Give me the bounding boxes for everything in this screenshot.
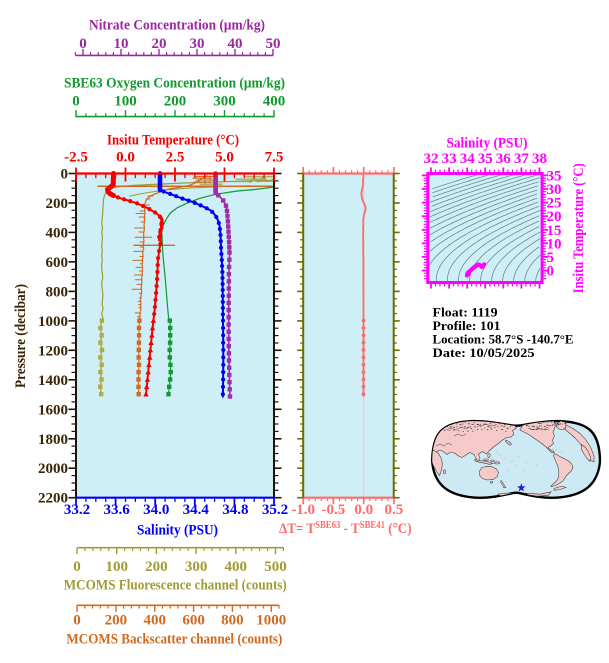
svg-text:35: 35 xyxy=(547,168,562,184)
svg-text:30: 30 xyxy=(190,36,205,52)
svg-text:0: 0 xyxy=(61,167,69,183)
svg-text:0: 0 xyxy=(547,264,555,280)
svg-text:35: 35 xyxy=(478,151,493,167)
svg-text:50: 50 xyxy=(266,36,281,52)
svg-text:40: 40 xyxy=(228,36,243,52)
svg-text:600: 600 xyxy=(46,255,69,271)
svg-text:1400: 1400 xyxy=(38,373,68,389)
svg-text:34.4: 34.4 xyxy=(183,502,210,518)
svg-text:0.0: 0.0 xyxy=(116,150,135,166)
svg-text:ΔT= TSBE63 - TSBE41 (°C): ΔT= TSBE63 - TSBE41 (°C) xyxy=(279,520,412,537)
svg-text:Date: 10/05/2025: Date: 10/05/2025 xyxy=(433,345,536,360)
svg-text:300: 300 xyxy=(185,559,208,575)
svg-text:5: 5 xyxy=(547,250,555,266)
svg-text:Float: 1119: Float: 1119 xyxy=(433,304,499,319)
svg-text:1200: 1200 xyxy=(38,343,68,359)
svg-text:0: 0 xyxy=(79,36,87,52)
svg-text:33.2: 33.2 xyxy=(64,502,90,518)
svg-text:300: 300 xyxy=(213,94,236,110)
svg-text:2.5: 2.5 xyxy=(166,150,185,166)
svg-text:200: 200 xyxy=(164,94,187,110)
svg-text:100: 100 xyxy=(105,559,128,575)
svg-text:25: 25 xyxy=(547,196,562,212)
svg-text:Profile: 101: Profile: 101 xyxy=(433,318,501,333)
svg-text:200: 200 xyxy=(46,196,69,212)
svg-text:0.5: 0.5 xyxy=(385,502,404,518)
svg-text:Insitu Temperature (°C): Insitu Temperature (°C) xyxy=(107,133,239,149)
svg-text:36: 36 xyxy=(496,151,512,167)
svg-text:Insitu Temperature (°C): Insitu Temperature (°C) xyxy=(571,163,587,293)
svg-text:SBE63 Oxygen Concentration (μm: SBE63 Oxygen Concentration (μm/kg) xyxy=(64,76,285,92)
svg-text:Salinity (PSU): Salinity (PSU) xyxy=(137,523,218,539)
svg-text:34: 34 xyxy=(460,151,476,167)
svg-text:1600: 1600 xyxy=(38,402,68,418)
svg-text:MCOMS Backscatter channel (cou: MCOMS Backscatter channel (counts) xyxy=(66,632,282,648)
svg-text:10: 10 xyxy=(114,36,129,52)
svg-text:30: 30 xyxy=(547,182,562,198)
svg-text:32: 32 xyxy=(424,151,439,167)
svg-text:33: 33 xyxy=(442,151,457,167)
svg-text:2200: 2200 xyxy=(38,491,68,507)
svg-text:Nitrate Concentration (μm/kg): Nitrate Concentration (μm/kg) xyxy=(89,18,265,34)
svg-text:2000: 2000 xyxy=(38,461,68,477)
svg-text:400: 400 xyxy=(263,94,286,110)
svg-text:7.5: 7.5 xyxy=(265,150,284,166)
svg-text:1000: 1000 xyxy=(38,314,68,330)
svg-text:37: 37 xyxy=(514,151,530,167)
svg-text:400: 400 xyxy=(225,559,248,575)
svg-text:10: 10 xyxy=(547,236,562,252)
svg-text:33.6: 33.6 xyxy=(103,502,130,518)
svg-text:100: 100 xyxy=(114,94,137,110)
svg-text:0: 0 xyxy=(72,94,80,110)
svg-text:5.0: 5.0 xyxy=(215,150,234,166)
svg-text:0: 0 xyxy=(73,559,81,575)
svg-text:-2.5: -2.5 xyxy=(64,150,88,166)
svg-text:34.8: 34.8 xyxy=(222,502,248,518)
svg-text:38: 38 xyxy=(532,151,547,167)
svg-text:15: 15 xyxy=(547,223,562,239)
svg-text:200: 200 xyxy=(105,613,128,629)
svg-text:-1.0: -1.0 xyxy=(291,502,315,518)
svg-text:400: 400 xyxy=(143,613,166,629)
svg-text:20: 20 xyxy=(152,36,167,52)
svg-text:800: 800 xyxy=(221,613,244,629)
svg-text:600: 600 xyxy=(182,613,205,629)
svg-text:35.2: 35.2 xyxy=(262,502,288,518)
svg-text:Salinity (PSU): Salinity (PSU) xyxy=(447,136,528,152)
svg-text:20: 20 xyxy=(547,209,562,225)
svg-text:800: 800 xyxy=(46,284,69,300)
svg-text:-0.5: -0.5 xyxy=(322,502,346,518)
svg-text:200: 200 xyxy=(145,559,168,575)
svg-text:1000: 1000 xyxy=(256,613,286,629)
svg-text:Location: 58.7°S -140.7°E: Location: 58.7°S -140.7°E xyxy=(433,331,574,346)
svg-text:Pressure (decibar): Pressure (decibar) xyxy=(13,284,29,388)
svg-text:0.0: 0.0 xyxy=(354,502,373,518)
svg-text:0: 0 xyxy=(73,613,81,629)
svg-text:400: 400 xyxy=(46,225,69,241)
svg-text:34.0: 34.0 xyxy=(143,502,169,518)
svg-text:1800: 1800 xyxy=(38,432,68,448)
svg-text:MCOMS Fluorescence channel (co: MCOMS Fluorescence channel (counts) xyxy=(64,578,287,594)
svg-text:500: 500 xyxy=(264,559,287,575)
